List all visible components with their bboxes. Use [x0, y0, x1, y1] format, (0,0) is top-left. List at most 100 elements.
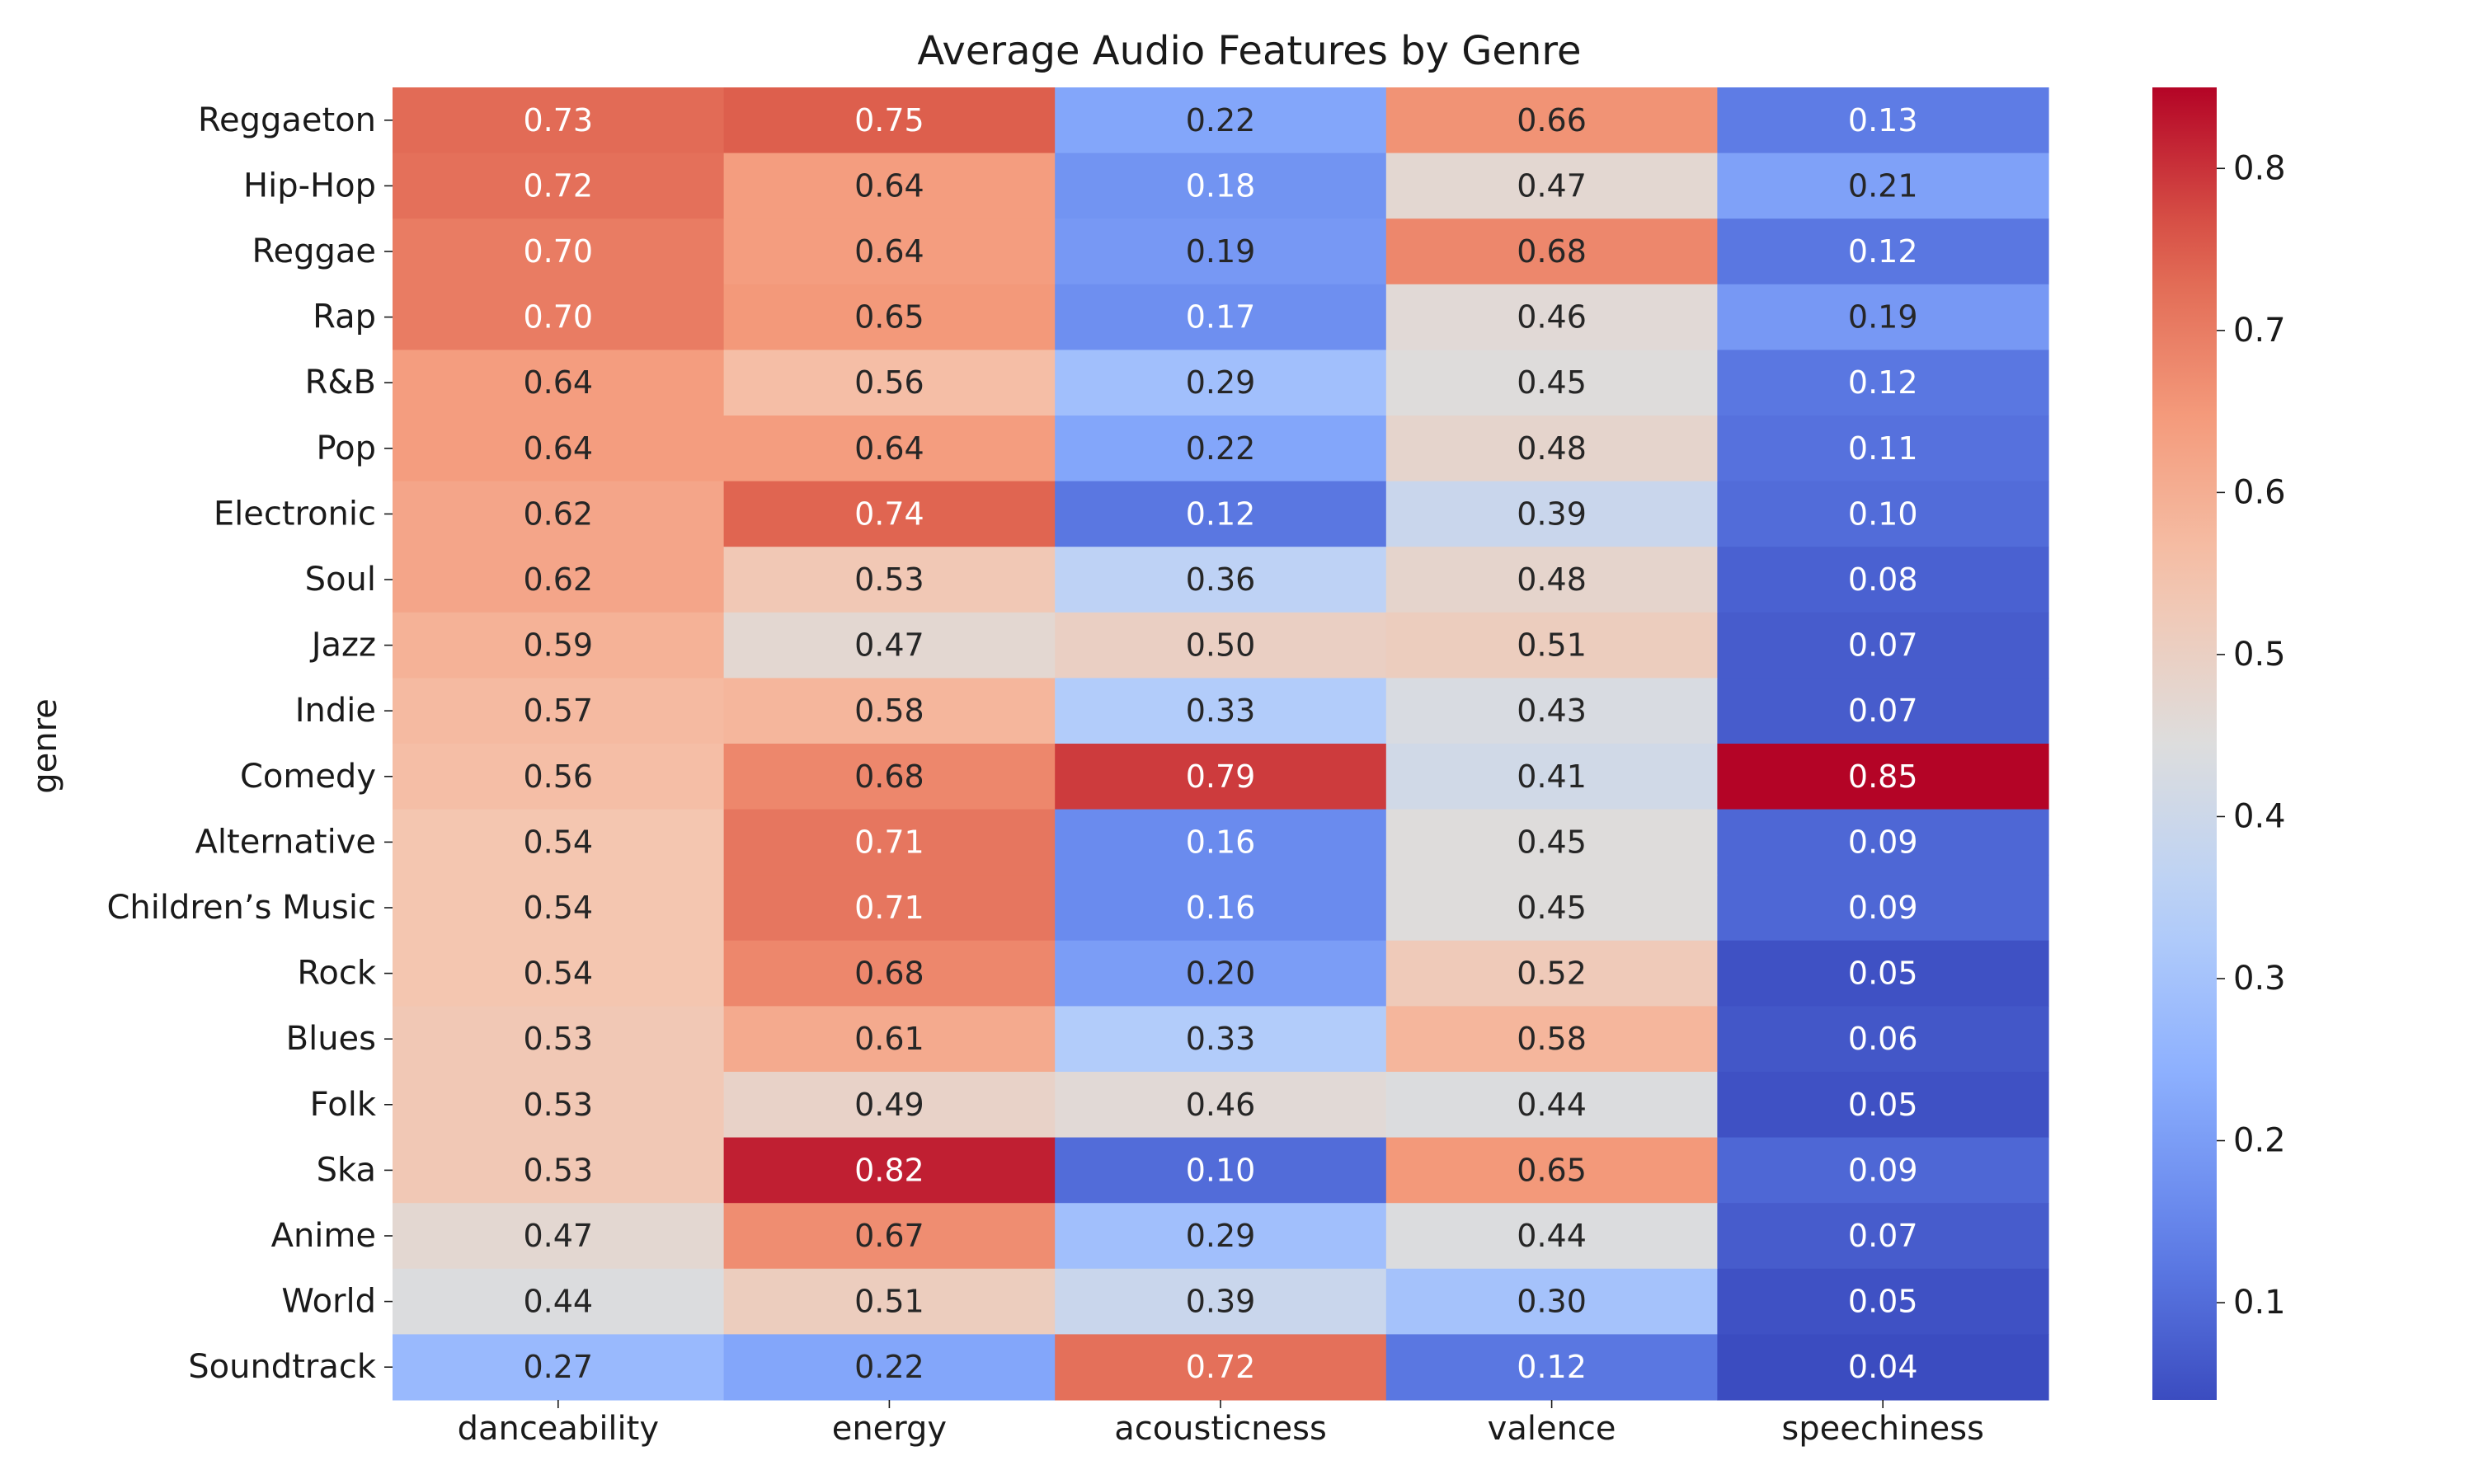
heatmap-cell — [723, 153, 1056, 219]
cell-value-label: 0.45 — [1517, 364, 1587, 401]
heatmap-cell — [723, 1203, 1056, 1270]
row-label: Blues — [286, 1020, 376, 1058]
heatmap-cells: 0.73 0.75 0.22 0.66 0.13 0.72 0.64 0.18 0.47 0.21… — [393, 87, 2049, 1401]
heatmap-cell — [1055, 416, 1387, 482]
heatmap-cell — [1717, 284, 2049, 350]
cell-value-label: 0.58 — [1517, 1021, 1587, 1057]
colorbar-tick-label: 0.3 — [2233, 960, 2286, 998]
heatmap-cell — [393, 678, 725, 744]
heatmap-cell — [1717, 1006, 2049, 1073]
heatmap-cell — [723, 547, 1056, 613]
heatmap-cell — [1717, 1072, 2049, 1139]
cell-value-label: 0.62 — [523, 495, 593, 532]
cell-value-label: 0.09 — [1848, 890, 1918, 926]
heatmap-cell — [393, 350, 725, 416]
heatmap-cell — [1385, 218, 1718, 285]
cell-value-label: 0.53 — [523, 1087, 593, 1123]
heatmap-cell — [1385, 481, 1718, 547]
heatmap-cell — [1385, 612, 1718, 679]
row-label: R&B — [305, 364, 376, 402]
heatmap-cell — [723, 612, 1056, 679]
row-labels: Reggaeton Hip-Hop Reggae Rap R&B Pop Electroni… — [106, 101, 393, 1386]
heatmap-cell — [393, 1137, 725, 1204]
heatmap-cell — [1055, 1203, 1387, 1270]
cell-value-label: 0.19 — [1848, 299, 1918, 336]
cell-value-label: 0.51 — [854, 1284, 924, 1320]
heatmap-cell — [723, 875, 1056, 942]
cell-value-label: 0.10 — [1848, 495, 1918, 532]
heatmap-cell — [1717, 940, 2049, 1007]
cell-value-label: 0.21 — [1848, 167, 1918, 204]
cell-value-label: 0.16 — [1186, 824, 1256, 860]
y-axis-label: genre — [26, 698, 64, 794]
colorbar-tick-label: 0.8 — [2233, 149, 2286, 187]
heatmap-cell — [393, 284, 725, 350]
cell-value-label: 0.22 — [1186, 102, 1256, 139]
heatmap-cell — [1717, 547, 2049, 613]
heatmap-cell — [393, 809, 725, 876]
heatmap-cell — [393, 1268, 725, 1335]
cell-value-label: 0.51 — [1517, 627, 1587, 664]
heatmap-cell — [1717, 809, 2049, 876]
cell-value-label: 0.09 — [1848, 824, 1918, 860]
heatmap-cell — [393, 940, 725, 1007]
heatmap-cell — [723, 744, 1056, 810]
heatmap-cell — [1055, 87, 1387, 154]
heatmap-cell — [723, 350, 1056, 416]
heatmap-cell — [1717, 1334, 2049, 1401]
heatmap-cell — [1385, 875, 1718, 942]
cell-value-label: 0.66 — [1517, 102, 1587, 139]
cell-value-label: 0.08 — [1848, 561, 1918, 598]
cell-value-label: 0.33 — [1186, 1021, 1256, 1057]
cell-value-label: 0.22 — [1186, 430, 1256, 467]
row-label: Pop — [316, 430, 376, 467]
heatmap-cell — [1385, 809, 1718, 876]
cell-value-label: 0.45 — [1517, 824, 1587, 860]
cell-value-label: 0.72 — [523, 167, 593, 204]
cell-value-label: 0.39 — [1517, 495, 1587, 532]
cell-value-label: 0.05 — [1848, 956, 1918, 992]
heatmap-cell — [1385, 350, 1718, 416]
cell-value-label: 0.54 — [523, 890, 593, 926]
cell-value-label: 0.30 — [1517, 1284, 1587, 1320]
heatmap-cell — [1717, 87, 2049, 154]
cell-value-label: 0.65 — [1517, 1152, 1587, 1188]
cell-value-label: 0.05 — [1848, 1284, 1918, 1320]
heatmap-cell — [1055, 350, 1387, 416]
cell-value-label: 0.43 — [1517, 693, 1587, 729]
heatmap-cell — [393, 547, 725, 613]
cell-value-label: 0.70 — [523, 299, 593, 336]
cell-value-label: 0.47 — [854, 627, 924, 664]
colorbar-tick-label: 0.5 — [2233, 636, 2286, 674]
heatmap-cell — [1385, 1334, 1718, 1401]
cell-value-label: 0.10 — [1186, 1152, 1256, 1188]
cell-value-label: 0.64 — [854, 430, 924, 467]
row-label: Anime — [271, 1217, 376, 1255]
heatmap-cell — [393, 416, 725, 482]
heatmap-cell — [393, 153, 725, 219]
heatmap-cell — [1385, 1268, 1718, 1335]
cell-value-label: 0.68 — [854, 758, 924, 795]
heatmap-cell — [393, 744, 725, 810]
colorbar-tick-label: 0.7 — [2233, 312, 2286, 350]
cell-value-label: 0.71 — [854, 824, 924, 860]
cell-value-label: 0.29 — [1186, 364, 1256, 401]
row-label: Reggaeton — [198, 101, 376, 139]
cell-value-label: 0.46 — [1186, 1087, 1256, 1123]
heatmap-cell — [1385, 678, 1718, 744]
cell-value-label: 0.54 — [523, 956, 593, 992]
column-label: valence — [1488, 1410, 1616, 1448]
cell-value-label: 0.68 — [1517, 233, 1587, 270]
cell-value-label: 0.44 — [523, 1284, 593, 1320]
row-label: Rock — [297, 955, 376, 993]
heatmap-cell — [1717, 875, 2049, 942]
cell-value-label: 0.05 — [1848, 1087, 1918, 1123]
heatmap-cell — [723, 481, 1056, 547]
cell-value-label: 0.61 — [854, 1021, 924, 1057]
cell-value-label: 0.85 — [1848, 758, 1918, 795]
cell-value-label: 0.16 — [1186, 890, 1256, 926]
heatmap-cell — [1385, 87, 1718, 154]
row-label: Soundtrack — [188, 1348, 377, 1386]
cell-value-label: 0.46 — [1517, 299, 1587, 336]
